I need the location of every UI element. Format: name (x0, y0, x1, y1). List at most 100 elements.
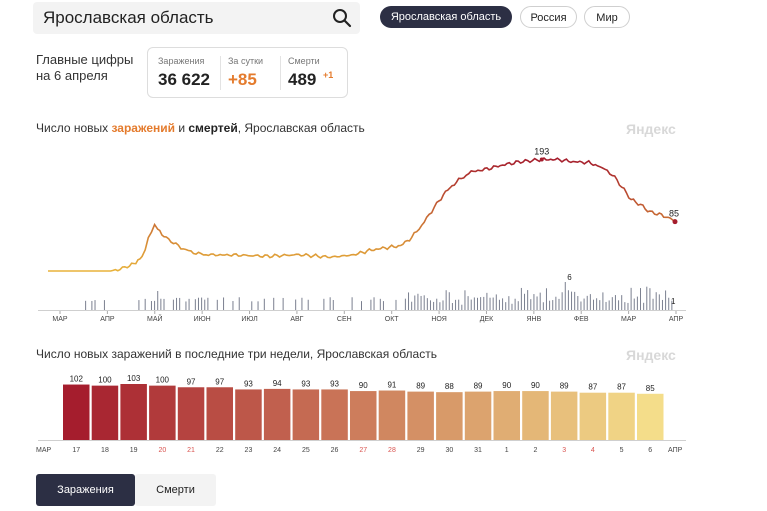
region-russia-button[interactable]: Россия (520, 6, 577, 28)
bar (378, 390, 406, 440)
month-tick-label: ЯНВ (526, 316, 541, 323)
bar-value-label: 85 (646, 384, 655, 393)
bar (149, 385, 176, 440)
infections-value: 36 622 (158, 70, 210, 89)
bar-category-label: 29 (417, 447, 425, 454)
bar-value-label: 89 (474, 382, 483, 391)
month-tick-label: МАЙ (147, 314, 163, 323)
region-world-button[interactable]: Мир (584, 6, 630, 28)
bar-category-label: 18 (101, 447, 109, 454)
chart1-title-pre: Число новых (36, 121, 112, 135)
stat-divider (220, 56, 221, 90)
bar-value-label: 87 (617, 383, 626, 392)
month-tick-label: СЕН (337, 316, 352, 323)
bar-value-label: 90 (502, 381, 511, 390)
bar (91, 385, 119, 440)
bar (579, 392, 607, 440)
bar-category-label: 30 (445, 447, 453, 454)
bar-category-label: 27 (359, 447, 367, 454)
bar (407, 391, 434, 440)
month-tick-label: АПР (669, 316, 684, 323)
bar-category-label: 4 (591, 447, 595, 454)
bar (235, 389, 262, 440)
month-tick-label: ОКТ (385, 316, 400, 323)
bar-category-label: 26 (331, 447, 339, 454)
search-icon[interactable] (332, 8, 352, 28)
bar (464, 391, 492, 440)
bar-value-label: 97 (187, 377, 196, 386)
bar (493, 391, 520, 440)
bar-category-label: 22 (216, 447, 224, 454)
bar-value-label: 87 (588, 383, 597, 392)
deaths-value: 489 (288, 70, 317, 89)
tab-infections[interactable]: Заражения (36, 474, 135, 506)
stat-divider (280, 56, 281, 90)
bar-category-label: 2 (533, 447, 537, 454)
chart2-title: Число новых заражений в последние три не… (36, 347, 437, 361)
yandex-watermark: Яндекс (626, 347, 676, 363)
bar (292, 389, 320, 440)
region-yaroslavl-button[interactable]: Ярославская область (380, 6, 512, 28)
bar (263, 388, 291, 440)
chart1-title-deaths: смертей (188, 121, 238, 135)
bar-value-label: 93 (330, 379, 339, 388)
bar-value-label: 93 (244, 379, 253, 388)
bar-category-label: 17 (72, 447, 80, 454)
bar (63, 384, 90, 440)
bar-category-label: 23 (245, 447, 253, 454)
bar-value-label: 102 (70, 375, 84, 384)
bar-value-label: 93 (301, 379, 310, 388)
search-bar[interactable]: Ярославская область (33, 2, 360, 34)
peak-label: 193 (534, 146, 549, 156)
bar-category-label: 25 (302, 447, 310, 454)
bar-value-label: 97 (215, 377, 224, 386)
bar (120, 384, 147, 440)
month-tick-label: АВГ (290, 316, 303, 323)
bar-value-label: 100 (98, 376, 112, 385)
bar (206, 387, 233, 440)
bar-value-label: 88 (445, 382, 454, 391)
month-end-label: АПР (668, 447, 683, 454)
bar (350, 391, 377, 440)
search-input[interactable]: Ярославская область (43, 8, 214, 27)
bar-value-label: 100 (156, 376, 170, 385)
month-tick-label: МАР (621, 316, 637, 323)
month-tick-label: ДЕК (480, 316, 494, 323)
month-tick-label: МАР (52, 316, 68, 323)
month-tick-label: ФЕВ (574, 316, 589, 323)
chart1-title-infections: заражений (111, 121, 175, 135)
cases-deaths-chart: 193 85 6 1 МАР АПР МАЙ ИЮН ИЮЛ АВГ СЕН ОКТ НОЯ ДЕК ЯНВ… (38, 146, 686, 323)
chart1-title-post: , Ярославская область (237, 121, 365, 135)
month-tick-label: АПР (100, 316, 115, 323)
bar-category-label: 1 (505, 447, 509, 454)
end-point (672, 219, 678, 225)
bar-category-label: 6 (648, 447, 652, 454)
deaths-delta: +1 (323, 70, 334, 80)
daily-value: +85 (228, 70, 257, 89)
bar-value-label: 90 (359, 381, 368, 390)
bar-category-label: 20 (158, 447, 166, 454)
infections-caption: Заражения (158, 56, 205, 66)
bar-value-label: 91 (387, 381, 396, 390)
month-tick-label: ИЮЛ (241, 316, 258, 323)
yandex-watermark: Яндекс (626, 121, 676, 137)
bar (522, 391, 549, 440)
headline-label: Главные цифры на 6 апреля (36, 52, 134, 83)
peak-point (539, 157, 544, 162)
daily-caption: За сутки (228, 56, 264, 66)
bar (550, 391, 578, 440)
bar-value-label: 89 (416, 382, 425, 391)
bar (637, 393, 664, 440)
bar-value-label: 89 (560, 382, 569, 391)
tab-deaths[interactable]: Смерти (135, 474, 216, 506)
cases-series-line (48, 157, 676, 272)
bar-value-label: 94 (273, 379, 282, 388)
chart1-title-mid: и (175, 121, 189, 135)
bar (177, 387, 205, 440)
bar (321, 389, 348, 440)
bar-value-label: 90 (531, 381, 540, 390)
bar-category-label: 28 (388, 447, 396, 454)
bar-category-label: 21 (187, 447, 195, 454)
month-tick-label: НОЯ (431, 316, 446, 323)
bar-category-label: 3 (562, 447, 566, 454)
